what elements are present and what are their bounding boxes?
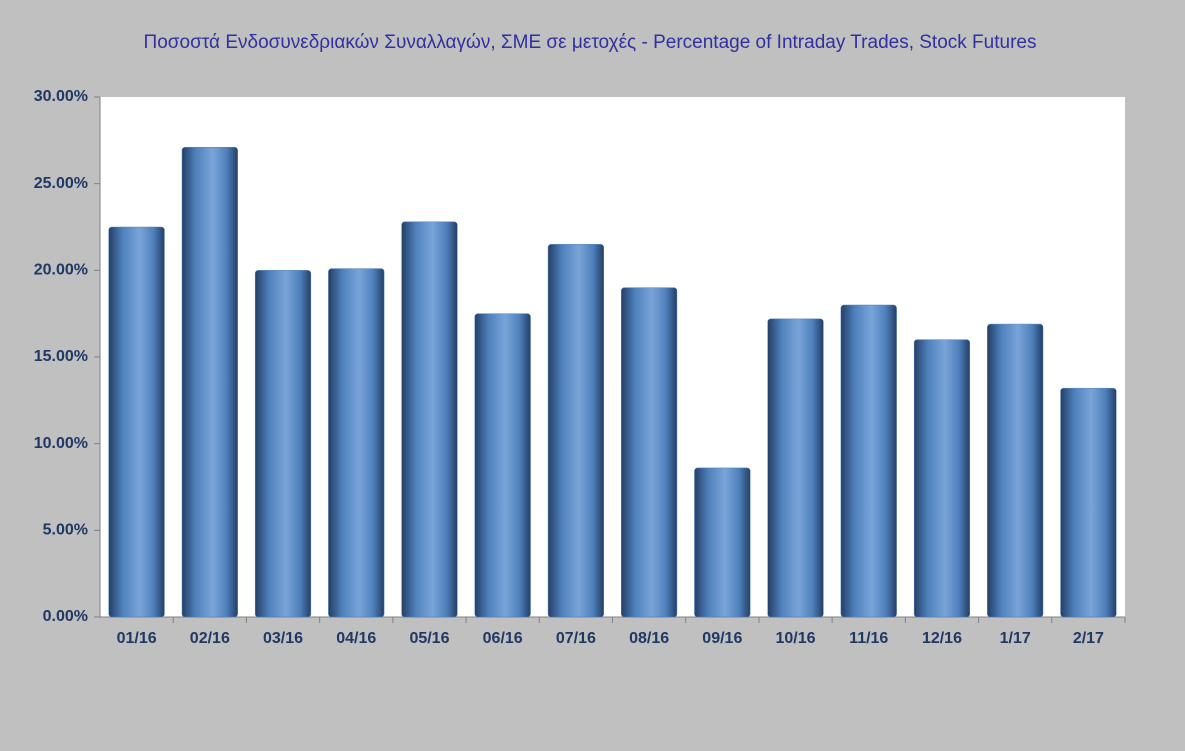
x-tick-label: 08/16: [629, 630, 669, 647]
x-tick-label: 12/16: [922, 630, 962, 647]
bar: [987, 323, 1044, 618]
x-tick-label: 02/16: [190, 630, 230, 647]
y-tick-label: 20.00%: [34, 262, 88, 279]
chart-title: Ποσοστά Ενδοσυνεδριακών Συναλλαγών, ΣΜΕ …: [143, 32, 1037, 53]
y-tick-label: 5.00%: [43, 522, 88, 539]
bar: [254, 270, 312, 618]
x-tick-label: 04/16: [336, 630, 376, 647]
x-tick-label: 11/16: [849, 630, 888, 647]
x-tick-label: 07/16: [556, 630, 596, 647]
y-tick-label: 30.00%: [34, 88, 88, 105]
bar: [767, 318, 824, 618]
bar: [181, 147, 238, 618]
y-tick-label: 0.00%: [43, 608, 88, 625]
bar: [913, 339, 971, 618]
y-tick-label: 10.00%: [34, 435, 88, 452]
x-tick-label: 06/16: [483, 630, 523, 647]
x-tick-label: 05/16: [409, 630, 449, 647]
bar: [694, 467, 751, 618]
x-tick-label: 09/16: [702, 630, 742, 647]
bar: [474, 313, 531, 618]
bar: [547, 244, 604, 618]
bar: [1060, 387, 1117, 618]
bar: [401, 221, 458, 618]
bar: [328, 268, 385, 618]
x-tick-label: 1/17: [1000, 630, 1031, 647]
bar: [621, 287, 678, 618]
x-tick-label: 03/16: [263, 630, 303, 647]
y-tick-label: 25.00%: [34, 175, 88, 192]
bar: [840, 304, 897, 618]
y-tick-label: 15.00%: [34, 348, 88, 365]
x-tick-label: 10/16: [776, 630, 816, 647]
x-tick-label: 01/16: [117, 630, 157, 647]
bar: [108, 226, 165, 618]
plot-area: [100, 97, 1125, 617]
x-tick-label: 2/17: [1073, 630, 1104, 647]
